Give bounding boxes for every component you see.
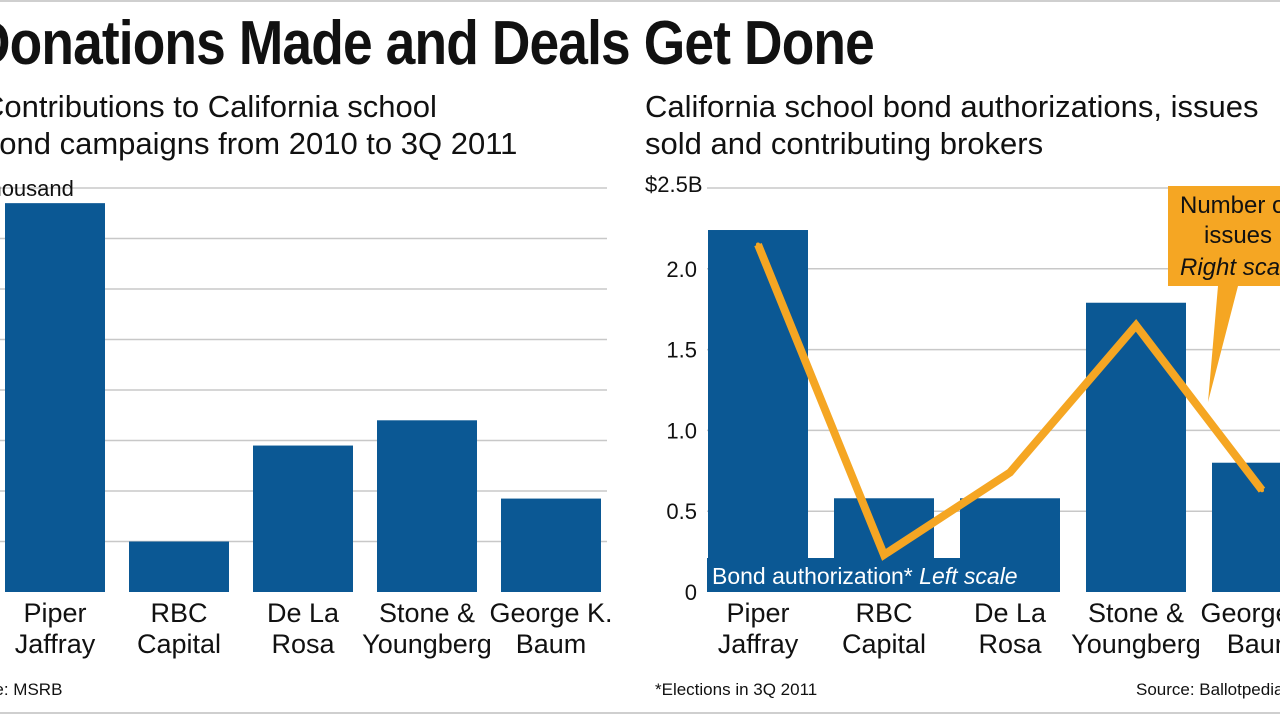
category-label: Piper [23,598,86,628]
callout-line-1: Number of [1180,192,1280,219]
y-axis-tick-label: $2.5B [645,172,703,197]
category-label: Capital [842,629,926,659]
bottom-rule [0,712,1280,714]
issues-line-point [756,242,760,247]
category-label: Rosa [978,629,1042,659]
category-label: Piper [726,598,789,628]
callout-box [1168,186,1280,402]
page-title: Donations Made and Deals Get Done [0,9,875,78]
bar-authorization [1212,462,1280,592]
top-rule [0,0,1280,2]
bar-contribution [377,420,477,592]
left-source: Source: MSRB [0,680,63,699]
unit-label: $ thousand [0,176,74,201]
callout-line-2: issues [1204,222,1272,249]
y-axis-tick-label: 0.5 [666,499,697,524]
y-axis-tick-label: 1.5 [666,338,697,363]
category-label: Baum [516,629,587,659]
category-label: George K. [489,598,612,628]
left-chart-title: Contributions to California school bond … [0,88,517,162]
right-chart-title-line-1: California school bond authorizations, i… [645,89,1259,124]
category-label: Baum [1227,629,1280,659]
category-label: RBC [855,598,912,628]
y-axis-tick-label: 0 [685,580,697,605]
category-label: Stone & [379,598,475,628]
bar-contribution [501,498,601,592]
bar-legend-scale: Left scale [919,563,1017,589]
issues-line-point [1260,488,1264,493]
issues-line-point [1008,470,1012,475]
right-chart-title: California school bond authorizations, i… [645,88,1258,162]
category-label: Capital [137,629,221,659]
category-label: De La [267,598,340,628]
category-label: George K. [1200,598,1280,628]
category-label: Youngberg [362,629,492,659]
category-label: RBC [150,598,207,628]
left-chart-title-line-2: bond campaigns from 2010 to 3Q 2011 [0,126,518,161]
footnote: *Elections in 3Q 2011 [655,680,818,699]
category-label: Jaffray [718,629,799,659]
bar-legend-label: Bond authorization* Left scale [712,563,1018,589]
bar-authorization [708,230,808,593]
callout-line-3: Right scale [1180,254,1280,281]
bar-legend-series: Bond authorization* [712,563,919,589]
category-label: Jaffray [15,629,96,659]
y-axis-tick-label: 2.0 [666,257,697,282]
category-label: Stone & [1088,598,1184,628]
category-label: Rosa [271,629,335,659]
left-chart-title-line-1: Contributions to California school [0,89,437,124]
category-label: Youngberg [1071,629,1201,659]
category-label: De La [974,598,1047,628]
legend-strip [707,558,1060,592]
bar-authorization [1086,302,1186,592]
issues-line-point [882,552,886,557]
bar-contribution [5,203,105,592]
right-chart-title-line-2: sold and contributing brokers [645,126,1044,161]
issues-line-point [1134,323,1138,328]
bar-contribution [253,445,353,592]
right-source: Source: Ballotpedia [1136,680,1280,699]
bar-contribution [129,541,229,592]
y-axis-tick-label: 1.0 [666,418,697,443]
